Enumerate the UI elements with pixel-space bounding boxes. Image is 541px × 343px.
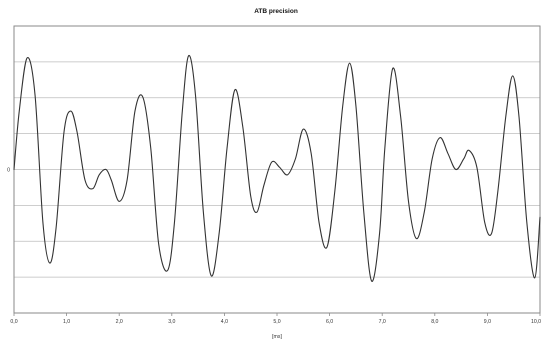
x-tick-label: 10,0	[531, 319, 541, 325]
x-tick-label: 3,0	[168, 319, 175, 325]
x-tick-label: 8,0	[431, 319, 438, 325]
x-tick-label: 0,0	[10, 319, 17, 325]
x-tick-label: 2,0	[116, 319, 123, 325]
x-tick-label: 1,0	[63, 319, 70, 325]
x-tick-label: 9,0	[484, 319, 491, 325]
series-line	[13, 55, 541, 282]
x-tick-label: 5,0	[273, 319, 280, 325]
x-axis-label: [ms]	[272, 334, 282, 340]
x-axis-ticks: 0,0 1,0 2,0 3,0 4,0 5,0 6,0 7,0 8,0 9,0 10,0	[10, 313, 541, 325]
x-tick-label: 6,0	[326, 319, 333, 325]
x-tick-label: 7,0	[379, 319, 386, 325]
grid-lines	[14, 61, 540, 278]
y-tick-label: 0	[7, 168, 10, 174]
chart-title: ATB precision	[254, 8, 298, 15]
x-tick-label: 4,0	[221, 319, 228, 325]
y-axis-ticks: 0	[7, 168, 10, 174]
